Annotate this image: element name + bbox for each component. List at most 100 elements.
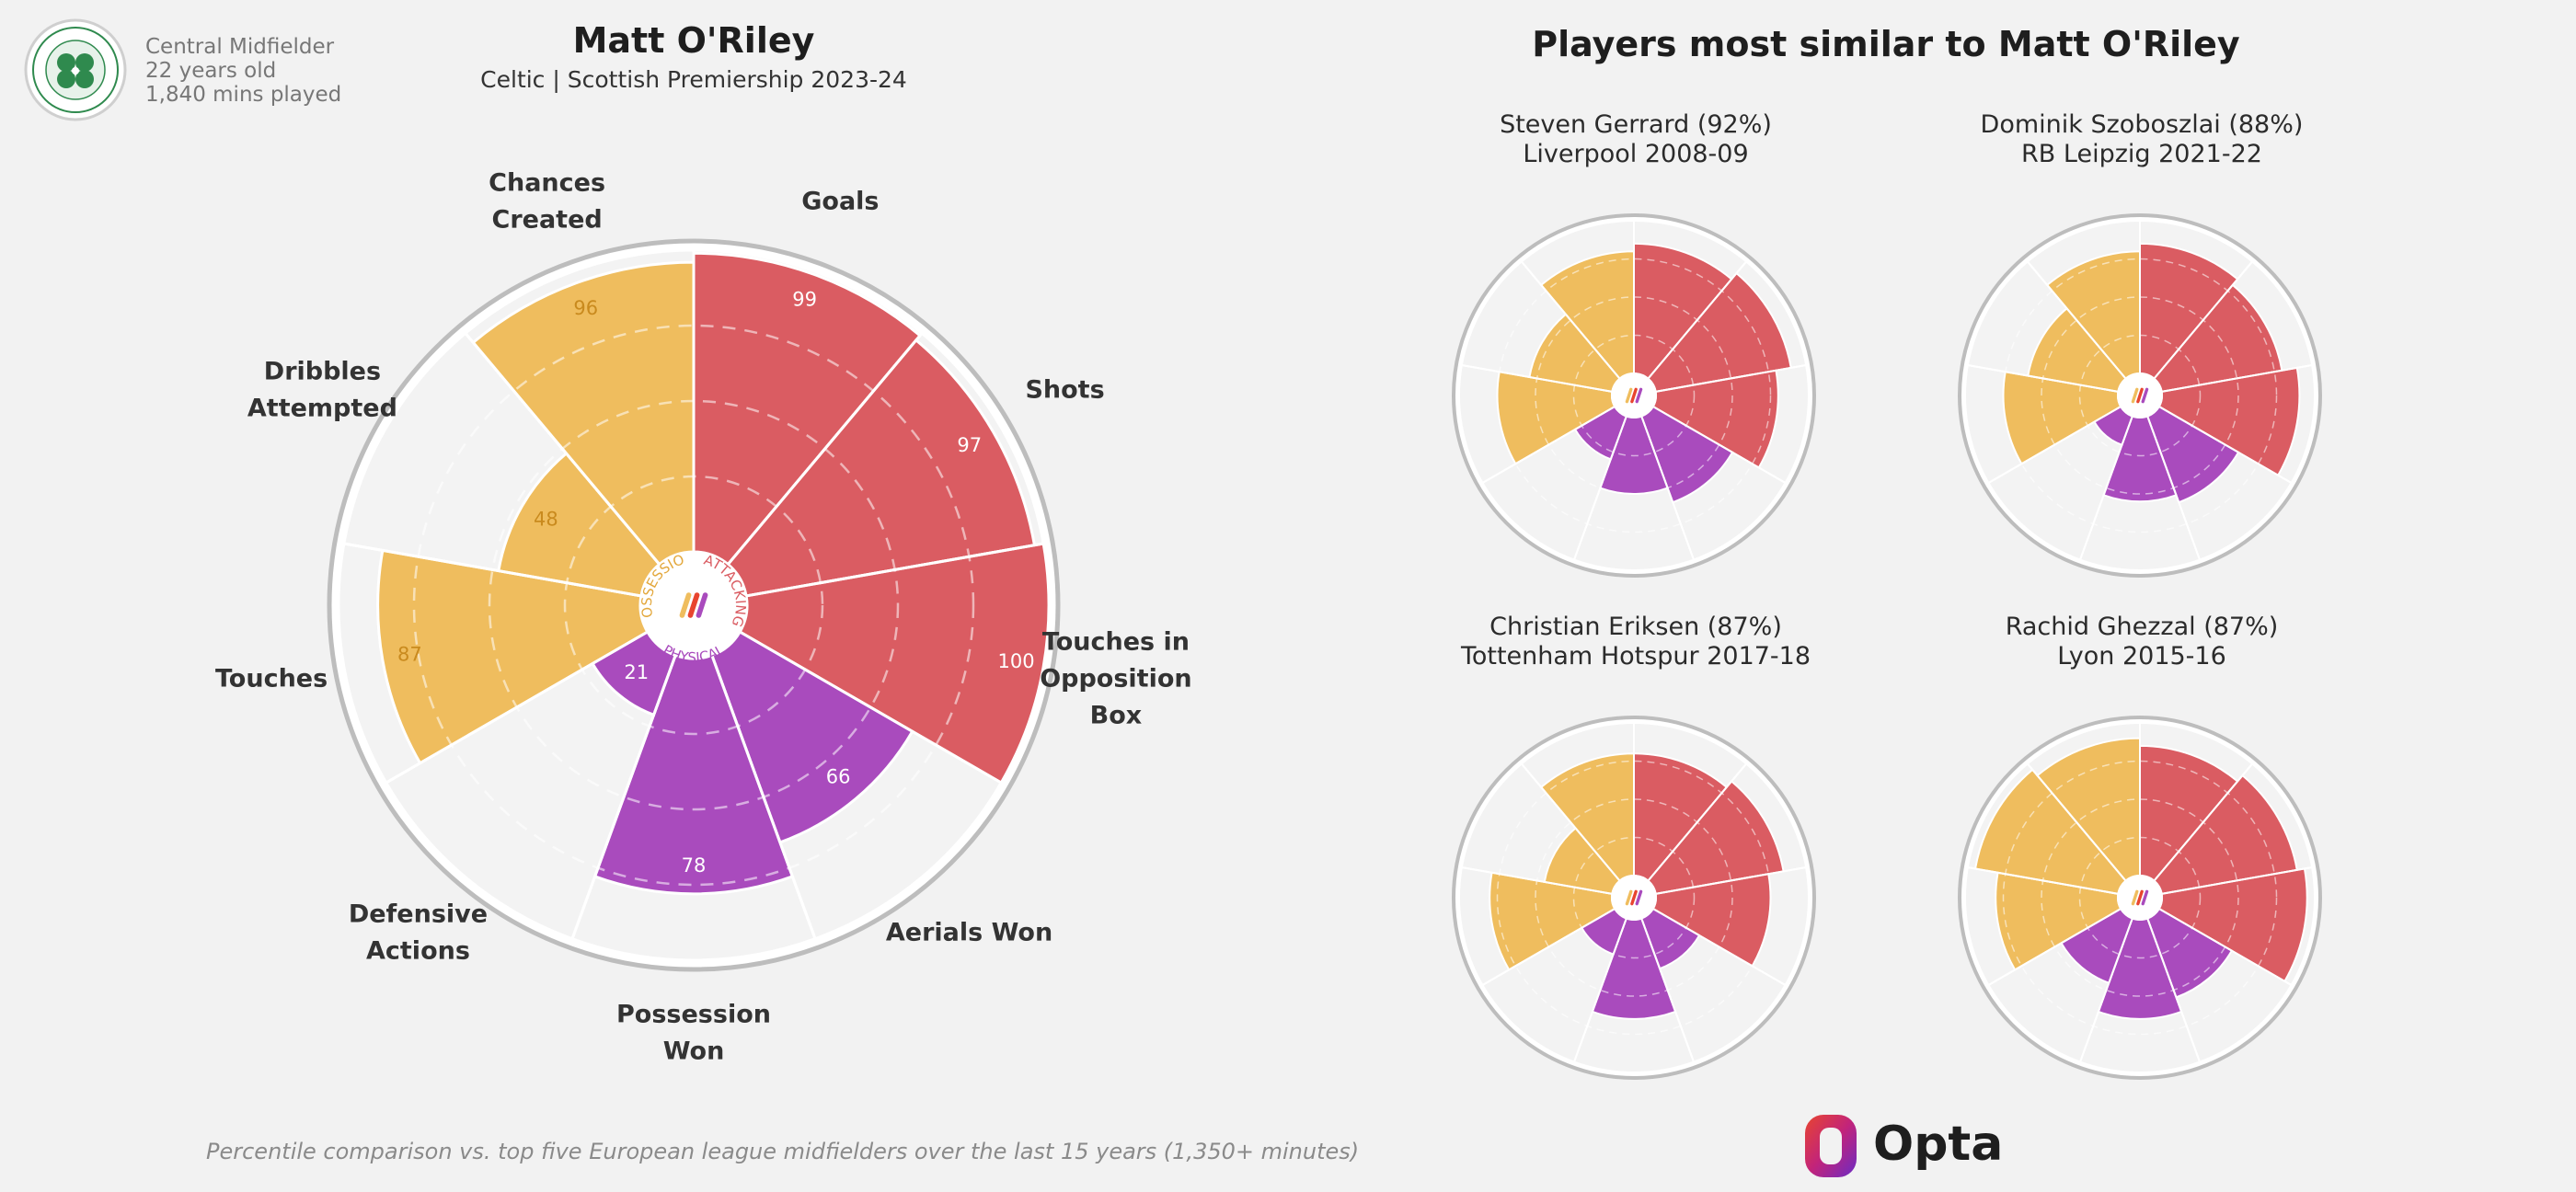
mini-radar-2-spoke (2153, 260, 2253, 380)
main-radar-spoke (745, 542, 1044, 598)
main-radar-spoke (570, 654, 677, 940)
mini-radar-3-spoke (1655, 866, 1807, 895)
opta-logo-icon (1805, 1115, 1857, 1177)
similar-player-2-label: Dominik Szoboszlai (88%) RB Leipzig 2021… (1866, 110, 2418, 169)
mini-radar-2-spoke (1967, 364, 2119, 393)
mini-radar-4-center-logo (2131, 889, 2149, 906)
mini-radar-1-spoke (1521, 260, 1621, 380)
main-radar-axis-label: Shots (1025, 376, 1104, 405)
mini-radar-1-spoke (1640, 416, 1695, 560)
mini-radar-4-spoke (1967, 866, 2119, 895)
similar-player-3-team: Tottenham Hotspur 2017-18 (1460, 642, 1811, 670)
mini-radar-2-spoke (1987, 406, 2122, 484)
similar-player-4-name: Rachid Ghezzal (87%) (2005, 613, 2279, 641)
mini-radar-3-spoke (1647, 762, 1747, 882)
similar-player-2-name: Dominik Szoboszlai (88%) (1980, 110, 2304, 139)
mini-radar-2-spoke (2027, 260, 2127, 380)
main-radar-chart: 99 97 100 66 78 21 87 48 96 Goals Shots Touches in O… (0, 0, 1192, 1066)
main-radar-axis-label: Goals (801, 188, 879, 216)
mini-radar-2-spoke (2158, 406, 2293, 484)
mini-radar-4-spoke (2027, 762, 2127, 882)
mini-radar-1-grid-ring (1535, 296, 1733, 495)
mini-radar-3-spoke (1573, 918, 1627, 1062)
main-radar-axis-label: Defensive Actions (349, 900, 488, 965)
mini-radar-1-grid-ring (1496, 258, 1772, 533)
main-radar-axis-label: Possession Won (616, 1001, 771, 1066)
footnote: Percentile comparison vs. top five Europ… (206, 1139, 1360, 1164)
mini-radar-1-spoke (1573, 416, 1627, 560)
mini-radar-4-spoke (2158, 908, 2293, 986)
main-radar-spoke (464, 332, 661, 566)
mini-radar-4-spoke (2161, 866, 2313, 895)
main-radar-spoke (385, 630, 649, 785)
mini-radar-2-spoke (2161, 364, 2313, 393)
main-radar-axis-label: Touches in Opposition Box (1040, 627, 1191, 729)
club-badge (24, 18, 127, 121)
player-meta: Central Midfielder 22 years old 1,840 mi… (145, 35, 341, 107)
main-radar-value-label: 97 (957, 434, 982, 456)
similar-player-4-radar (1958, 716, 2322, 1080)
main-radar-axis-label: Touches (215, 664, 328, 693)
similar-player-2-radar (1958, 213, 2322, 578)
similar-player-1-team: Liverpool 2008-09 (1523, 140, 1749, 168)
main-radar-axis-label: Dribbles Attempted (247, 358, 397, 423)
main-radar-value-label: 78 (682, 854, 707, 877)
mini-radar-3-spoke (1521, 762, 1621, 882)
similar-player-3-radar (1452, 716, 1816, 1080)
similar-player-1-radar (1452, 213, 1816, 578)
mini-radar-3-grid-ring (1496, 760, 1772, 1036)
main-radar-value-label: 66 (826, 765, 851, 787)
main-radar-spoke (727, 332, 924, 566)
mini-radar-3-spoke (1481, 908, 1616, 986)
mini-radar-4-grid-ring (2002, 760, 2278, 1036)
similar-player-1-label: Steven Gerrard (92%) Liverpool 2008-09 (1360, 110, 1912, 169)
page-subtitle: Celtic | Scottish Premiership 2023-24 (480, 66, 907, 93)
mini-radar-1-center-logo (1625, 387, 1643, 404)
main-radar-value-label: 96 (573, 297, 598, 319)
main-radar-spoke (343, 542, 642, 598)
similar-player-4-label: Rachid Ghezzal (87%) Lyon 2015-16 (1866, 613, 2418, 671)
main-radar-axis-label: Aerials Won (886, 918, 1052, 946)
similar-player-4-team: Lyon 2015-16 (2057, 642, 2226, 670)
mini-radar-3-grid-ring (1535, 798, 1733, 997)
mini-radar-4-spoke (1987, 908, 2122, 986)
main-radar-grid-ring (412, 324, 975, 887)
mini-radar-3-spoke (1461, 866, 1613, 895)
player-minutes: 1,840 mins played (145, 83, 342, 107)
brand-name: Opta (1873, 1117, 2004, 1172)
main-radar-axis-label: Chances Created (489, 169, 605, 235)
main-radar-spoke (710, 654, 817, 940)
similar-players-title: Players most similar to Matt O'Riley (1532, 24, 2240, 64)
main-radar-center-logo (679, 592, 708, 618)
mini-radar-1-spoke (1481, 406, 1616, 484)
main-radar-value-label: 21 (624, 661, 649, 683)
mini-radar-4-grid-ring (2041, 798, 2239, 997)
mini-radar-1-spoke (1655, 364, 1807, 393)
mini-radar-2-spoke (2079, 416, 2133, 560)
mini-radar-2-grid-ring (2002, 258, 2278, 533)
mini-radar-1-spoke (1647, 260, 1747, 380)
player-age: 22 years old (145, 59, 277, 83)
player-position: Central Midfielder (145, 35, 335, 59)
celtic-badge-icon (24, 18, 127, 121)
main-radar-value-label: 99 (792, 289, 817, 311)
mini-radar-1-spoke (1652, 406, 1787, 484)
mini-radar-3-spoke (1640, 918, 1695, 1062)
main-radar-value-label: 48 (534, 508, 558, 530)
main-radar-spoke (739, 630, 1003, 785)
similar-player-3-label: Christian Eriksen (87%) Tottenham Hotspu… (1360, 613, 1912, 671)
similar-player-2-team: RB Leipzig 2021-22 (2021, 140, 2262, 168)
mini-radar-2-spoke (2146, 416, 2201, 560)
page-title: Matt O'Riley (572, 20, 815, 61)
similar-player-3-name: Christian Eriksen (87%) (1489, 613, 1782, 641)
mini-radar-1-spoke (1461, 364, 1613, 393)
mini-radar-3-center-logo (1625, 889, 1643, 906)
mini-radar-4-spoke (2153, 762, 2253, 882)
mini-radar-3-spoke (1652, 908, 1787, 986)
main-radar-value-label: 87 (397, 643, 422, 665)
similar-player-1-name: Steven Gerrard (92%) (1500, 110, 1772, 139)
mini-radar-4-spoke (2079, 918, 2133, 1062)
mini-radar-4-spoke (2146, 918, 2201, 1062)
mini-radar-2-grid-ring (2041, 296, 2239, 495)
main-radar-value-label: 100 (998, 650, 1035, 672)
